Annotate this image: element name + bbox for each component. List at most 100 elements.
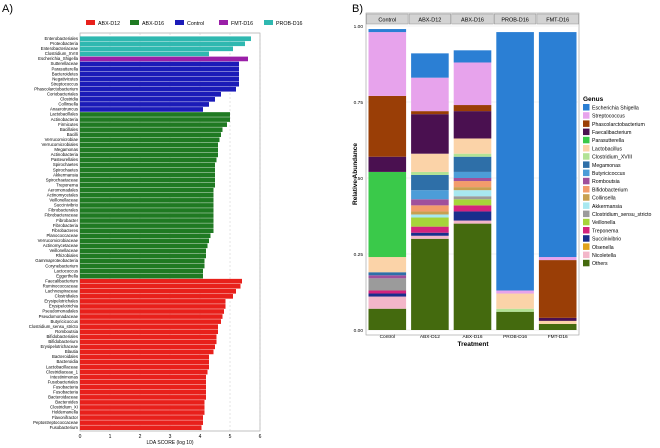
panel-a-bar [80,384,206,390]
panel-a-bar [80,157,217,163]
panel-a-bar [80,268,203,274]
panel-a-bar-label: Ruminococcaceae [43,283,79,288]
panel-b-facet-strip [451,13,494,25]
panel-a-bar-label: Fusobacterium [50,425,79,430]
panel-a-bar-label: Collinsella [58,102,78,107]
panel-a-bar [80,420,203,425]
panel-a-bar-label: Pasteurellales [51,157,78,162]
panel-a-bar [80,187,214,193]
panel-b-bar-segment [453,190,492,197]
panel-b-bar-segment [411,214,449,218]
panel-a-bar-label: Clostridium_XVIII [45,51,78,56]
panel-a-bar-label: Lactobacillaceae [46,364,79,369]
panel-b-legend-swatch [583,153,590,160]
panel-a-lda-chart: A) ABX-D12 ABX-D16 Control FMT-D16 PROB-D16 … [2,3,303,446]
panel-b-x-tick-label: FMT-D16 [548,334,568,340]
panel-a-bar [80,278,242,284]
panel-a-bar [80,66,239,72]
panel-a-bar [80,117,230,122]
panel-a-bar [80,400,205,405]
panel-a-bar [80,213,214,218]
panel-a-bar [80,314,223,319]
panel-a-bar-label: Lactobacillales [50,112,78,117]
panel-a-bar [80,61,239,67]
panel-a-bar-label: Escherichia_Shigella [38,56,78,61]
panel-b-legend-swatch [583,145,590,152]
panel-b-legend-label: Romboutsia [592,179,620,185]
panel-b-y-tick-label: 0.75 [354,100,364,106]
panel-a-bar-label: Faecalibacterium [45,278,78,283]
panel-b-bar-segment [411,226,449,233]
panel-a-bar-label: Treponema [56,182,78,187]
panel-a-bar-label: Bifidobacteriales [46,334,78,339]
panel-a-bar [80,344,215,350]
panel-a-bar [80,91,221,97]
panel-b-bar-segment [411,211,449,215]
panel-b-legend-label: Succinivibrio [592,237,621,243]
panel-b-y-ticks: 0.00 0.25 0.50 0.75 1.00 [354,24,364,334]
panel-b-legend-label: Others [592,261,608,267]
panel-b-bar-segment [453,220,492,224]
panel-a-x-tick-label: 1 [109,434,112,440]
panel-a-bar [80,122,227,127]
panel-a-bar [80,102,209,107]
panel-b-legend-swatch [583,259,590,267]
panel-a-bar-label: Spirochaetaceae [46,177,79,182]
panel-b-legend-label: Nicoletella [592,253,616,259]
panel-a-legend-swatch [86,20,95,25]
panel-b-bar-segment [411,111,449,115]
panel-a-bar [80,162,215,168]
panel-b-legend-swatch [583,104,590,111]
panel-a-bar-label: Bacteroidia [57,359,79,364]
panel-b-bar-segment [453,50,492,63]
panel-a-bar [80,359,209,365]
panel-b-bar-segment [453,111,492,139]
panel-a-bar [80,97,215,102]
panel-a-bar [80,172,215,178]
panel-a-bar-label: Erysipelotrichales [44,299,78,304]
panel-b-legend-label: Olsenella [592,245,614,251]
panel-b-bar-segment [538,257,577,261]
panel-b-facet-label: ABX-D12 [418,18,441,24]
panel-a-bar [80,354,209,360]
panel-a-bar-label: Pseudomonadaceae [39,314,79,319]
panel-b-x-tick-label: Control [380,334,395,340]
panel-a-bar [80,294,233,299]
panel-a-bar [80,51,209,57]
panel-a-bar-label: Corynebacterium [45,263,78,268]
panel-a-bar-label: Clostridium_sensu_stricto [29,324,79,329]
panel-b-bar-segment [411,114,449,154]
panel-a-legend-swatch [130,20,139,25]
panel-b-y-tick-label: 0.25 [354,252,364,258]
panel-b-bar-segment [453,62,492,106]
panel-a-bar-label: Planococcaceae [46,233,78,238]
panel-a-bar-label: Clostridiaceae_1 [46,369,79,374]
panel-a-bar-label: Bifidobacterium [48,339,78,344]
panel-a-bar [80,263,205,269]
panel-b-legend-swatch [583,161,590,168]
panel-a-bars [80,36,251,430]
panel-b-legend-swatch [583,194,590,201]
panel-b-bar-segment [453,199,492,206]
panel-a-bar-label: Clostridium_XI [50,405,78,410]
panel-b-bar-segment [453,171,492,178]
panel-b-legend-label: Clostridium_sensu_stricto [592,212,652,218]
panel-a-bar [80,324,218,329]
panel-a-legend-label: ABX-D16 [142,21,164,27]
panel-b-facet-strip [366,13,409,25]
panel-a-bar-labels: EnterobacterialesProteobacteriaEnterobac… [29,36,79,430]
panel-b-bar-segment [411,153,449,172]
panel-a-bar [80,137,220,143]
panel-b-legend-label: Escherichia Shigella [592,105,639,111]
panel-a-bar [80,152,218,158]
panel-b-legend-label: Faecalibacterium [592,130,632,136]
panel-b-legend-swatch [583,210,590,218]
panel-b-legend-swatch [583,218,590,226]
panel-a-bar-label: Enterobacteriales [45,36,78,41]
panel-b-legend-swatch [583,136,590,144]
panel-b-facet-strip [494,13,537,25]
panel-a-bar [80,258,205,264]
panel-b-bar-segment [368,278,407,291]
panel-a-bar [80,132,221,138]
panel-b-bar-segment [411,77,449,112]
